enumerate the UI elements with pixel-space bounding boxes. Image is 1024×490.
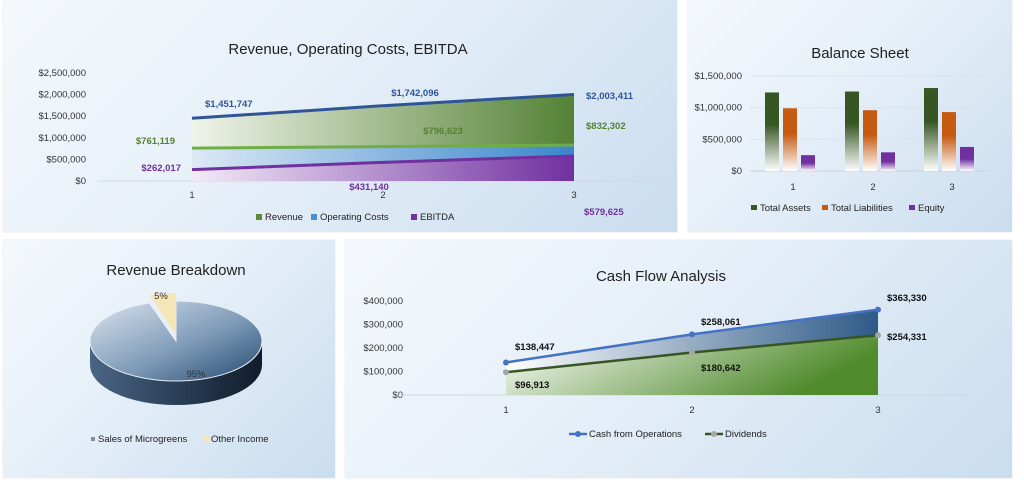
x-tick-label: 1: [189, 190, 194, 201]
cash-flow-panel[interactable]: Cash Flow Analysis $0 $100,000 $200,000 $300…: [345, 240, 1012, 478]
x-tick-label: 1: [790, 182, 795, 193]
revenue-line: [191, 92, 575, 120]
other-income-data-label: 5%: [154, 291, 168, 302]
y-tick-label: $500,000: [702, 134, 742, 145]
revenue-breakdown-chart: Revenue Breakdown 5% 95% Sales of Microgree…: [89, 262, 269, 445]
revenue-legend-swatch: [256, 214, 262, 220]
revenue-data-label: $2,003,411: [586, 91, 634, 102]
sales-of-microgreens-slice: [89, 300, 263, 382]
x-tick-label: 1: [503, 405, 508, 416]
y-tick-label: $400,000: [363, 296, 403, 307]
x-tick-label: 3: [571, 190, 576, 201]
ebitda-area: [192, 155, 574, 181]
ebitda-legend-swatch: [411, 214, 417, 220]
cash-from-operations-data-label: $258,061: [701, 317, 741, 328]
y-tick-label: $1,500,000: [694, 71, 742, 82]
balance-sheet-panel[interactable]: Balance Sheet $0 $500,000 $1,000,000 $1,500,…: [688, 0, 1012, 232]
y-tick-label: $100,000: [363, 367, 403, 378]
cash-from-operations-legend-label: Cash from Operations: [589, 429, 682, 440]
other-income-legend-label: Other Income: [211, 434, 269, 445]
y-tick-label: $500,000: [46, 154, 86, 165]
sales-of-microgreens-legend-swatch: [91, 437, 95, 441]
y-tick-label: $2,000,000: [38, 90, 86, 101]
balance-sheet-chart: Balance Sheet $0 $500,000 $1,000,000 $1,500,…: [694, 45, 988, 214]
total-assets-bar: [924, 88, 938, 171]
operating-costs-line: [191, 143, 575, 150]
sales-of-microgreens-legend-label: Sales of Microgreens: [98, 434, 187, 445]
sales-of-microgreens-data-label: 95%: [186, 369, 206, 380]
dividends-marker: [503, 369, 509, 376]
equity-bar: [801, 155, 815, 171]
total-assets-legend-swatch: [751, 205, 757, 210]
cash-from-operations-marker: [689, 331, 695, 338]
other-income-legend-swatch: [203, 435, 209, 441]
cash-from-operations-area: [506, 309, 878, 373]
y-tick-label: $200,000: [363, 343, 403, 354]
sales-of-microgreens-slice-side: [90, 341, 262, 405]
dividends-marker: [875, 332, 881, 339]
y-tick-label: $0: [75, 176, 86, 187]
operating-costs-data-label: $761,119: [136, 136, 175, 147]
ebitda-data-label: $431,140: [349, 182, 389, 193]
cash-from-operations-marker: [875, 306, 881, 313]
total-assets-bar: [845, 91, 859, 171]
y-tick-label: $1,500,000: [38, 111, 86, 122]
revenue-legend-label: Revenue: [265, 212, 303, 223]
ebitda-data-label: $262,017: [141, 163, 181, 174]
total-assets-legend-label: Total Assets: [760, 203, 811, 214]
operating-costs-legend-swatch: [311, 214, 317, 220]
y-tick-label: $1,000,000: [694, 103, 742, 114]
total-liabilities-bar: [863, 110, 877, 171]
cash-from-operations-data-label: $363,330: [887, 293, 927, 304]
equity-bar: [960, 146, 974, 171]
dividends-legend-marker: [711, 431, 717, 437]
equity-bar: [881, 152, 895, 171]
x-tick-label: 2: [870, 182, 875, 193]
other-income-slice: [149, 293, 176, 335]
total-liabilities-bar: [783, 108, 797, 171]
y-tick-label: $1,000,000: [38, 133, 86, 144]
equity-legend-label: Equity: [918, 203, 945, 214]
operating-costs-data-label: $832,302: [586, 121, 626, 132]
dividends-data-label: $254,331: [887, 332, 927, 343]
chart-title: Balance Sheet: [811, 45, 909, 62]
y-tick-label: $2,500,000: [38, 68, 86, 79]
cash-flow-chart: Cash Flow Analysis$0$100,000$200,000$300…: [363, 268, 968, 440]
x-tick-label: 3: [875, 405, 880, 416]
revenue-breakdown-panel[interactable]: Revenue Breakdown 5% 95% Sales of Microgree…: [3, 240, 335, 478]
revenue-costs-ebitda-chart: Revenue, Operating Costs, EBITDA $0 $500,0…: [38, 41, 663, 223]
cash-from-operations-marker: [503, 359, 509, 366]
dividends-data-label: $180,642: [701, 363, 741, 374]
ebitda-line: [191, 154, 575, 172]
dividends-area: [506, 335, 878, 395]
x-tick-label: 2: [380, 190, 385, 201]
dividends-legend-label: Dividends: [725, 429, 767, 440]
total-liabilities-legend-label: Total Liabilities: [831, 203, 893, 214]
cash-from-operations-data-label: $138,447: [515, 342, 555, 353]
chart-title: Revenue Breakdown: [106, 262, 245, 279]
operating-costs-legend-label: Operating Costs: [320, 212, 389, 223]
total-liabilities-legend-swatch: [822, 205, 828, 210]
chart-title: Revenue, Operating Costs, EBITDA: [228, 41, 467, 58]
y-tick-label: $0: [731, 166, 742, 177]
equity-legend-swatch: [909, 205, 915, 210]
operating-costs-data-label: $796,623: [423, 126, 463, 137]
revenue-costs-ebitda-panel[interactable]: Revenue, Operating Costs, EBITDA $0 $500,0…: [3, 0, 677, 232]
dividends-data-label: $96,913: [515, 380, 549, 391]
cash-from-operations-legend-marker: [575, 431, 581, 437]
chart-title: Cash Flow Analysis: [596, 268, 726, 285]
y-tick-label: $300,000: [363, 320, 403, 331]
ebitda-legend-label: EBITDA: [420, 212, 455, 223]
revenue-data-label: $1,742,096: [391, 88, 439, 99]
dividends-marker: [689, 349, 695, 356]
x-tick-label: 3: [949, 182, 954, 193]
total-assets-bar: [765, 92, 779, 171]
total-liabilities-bar: [942, 112, 956, 171]
revenue-data-label: $1,451,747: [205, 99, 253, 110]
x-tick-label: 2: [689, 405, 694, 416]
ebitda-data-label: $579,625: [584, 207, 624, 218]
